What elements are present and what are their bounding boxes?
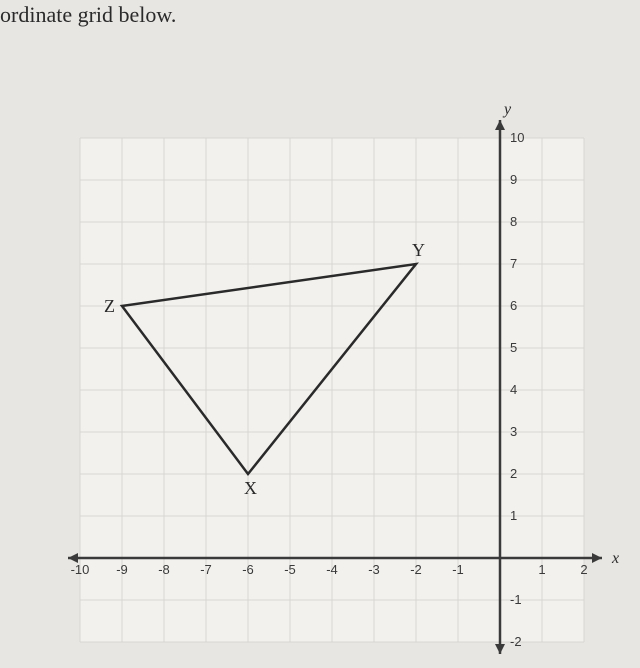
vertex-label-y: Y [412, 240, 425, 260]
x-tick-label: -1 [452, 562, 464, 577]
x-tick-label: -9 [116, 562, 128, 577]
y-axis-arrow-down [495, 644, 505, 654]
y-tick-label: 1 [510, 508, 517, 523]
x-tick-label: -6 [242, 562, 254, 577]
y-tick-label: 7 [510, 256, 517, 271]
y-tick-label: 9 [510, 172, 517, 187]
vertex-label-x: X [244, 478, 257, 498]
x-tick-label: -3 [368, 562, 380, 577]
x-tick-label: -2 [410, 562, 422, 577]
y-tick-label: 4 [510, 382, 517, 397]
x-tick-label: -5 [284, 562, 296, 577]
y-tick-label: 8 [510, 214, 517, 229]
y-tick-label: 10 [510, 130, 524, 145]
x-tick-label: -8 [158, 562, 170, 577]
y-tick-label: 5 [510, 340, 517, 355]
page-text: ordinate grid below. [0, 0, 640, 28]
y-tick-label: -1 [510, 592, 522, 607]
x-axis-label: x [611, 550, 619, 567]
x-tick-label: -10 [71, 562, 90, 577]
x-tick-label: 2 [580, 562, 587, 577]
coordinate-graph: -10 -9 -8 -7 -6 -5 -4 -3 -2 -1 1 2 -2 -1 1 2 3 4 5 6 7 8 9 10 x y… [0, 28, 640, 668]
y-tick-label: -2 [510, 634, 522, 649]
y-tick-label: 6 [510, 298, 517, 313]
y-tick-label: 3 [510, 424, 517, 439]
vertex-label-z: Z [104, 296, 115, 316]
x-tick-label: 1 [538, 562, 545, 577]
y-axis-label: y [502, 101, 512, 118]
x-tick-label: -4 [326, 562, 338, 577]
graph-svg: -10 -9 -8 -7 -6 -5 -4 -3 -2 -1 1 2 -2 -1 1 2 3 4 5 6 7 8 9 10 x y… [0, 28, 640, 668]
y-tick-label: 2 [510, 466, 517, 481]
x-axis-arrow [592, 553, 602, 563]
y-axis-arrow [495, 120, 505, 130]
x-tick-label: -7 [200, 562, 212, 577]
